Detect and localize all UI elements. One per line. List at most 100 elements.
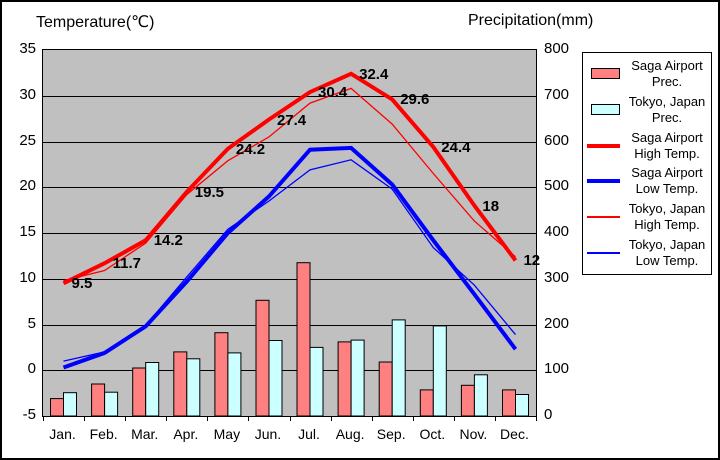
legend-item: Tokyo, Japan Prec. bbox=[583, 94, 711, 126]
precip-tick-label: 200 bbox=[544, 314, 570, 332]
point-label: 12 bbox=[523, 252, 541, 270]
precipitation-axis-title: Precipitation(mm) bbox=[468, 12, 594, 29]
temp-tick-label: -5 bbox=[22, 406, 36, 423]
month-label-apr: Apr. bbox=[173, 426, 199, 442]
point-label: 19.5 bbox=[194, 183, 224, 201]
saga-airport-prec-bar-dec bbox=[502, 389, 516, 417]
temp-tick-label: 0 bbox=[27, 360, 36, 378]
tokyo-japan-prec-bar-dec bbox=[515, 394, 529, 417]
tokyo-japan-prec-bar-jun bbox=[268, 340, 283, 417]
tokyo-japan-prec-bar-jan bbox=[63, 392, 77, 417]
tokyo-japan-prec-bar-mar bbox=[145, 362, 160, 417]
saga-airport-prec-bar-jun bbox=[255, 299, 270, 417]
legend-label: Tokyo, Japan Low Temp. bbox=[628, 237, 706, 269]
temp-tick-label: 35 bbox=[19, 40, 36, 57]
legend-label: Saga Airport Prec. bbox=[631, 57, 703, 89]
saga-airport-prec-bar-nov bbox=[460, 384, 475, 417]
saga-airport-prec-bar-jul bbox=[296, 262, 311, 417]
saga-airport-prec-bar-aug bbox=[337, 341, 352, 417]
legend-swatch bbox=[583, 179, 623, 184]
tokyo-japan-prec-bar-may bbox=[227, 352, 242, 417]
legend-label: Tokyo, Japan Prec. bbox=[628, 93, 706, 125]
month-label-jul: Jul. bbox=[298, 426, 320, 442]
point-label: 11.7 bbox=[112, 255, 141, 273]
temp-tick-label: 10 bbox=[19, 268, 36, 286]
temp-tick-label: 5 bbox=[27, 314, 36, 332]
temp-tick-label: 25 bbox=[19, 131, 36, 149]
point-label: 29.6 bbox=[400, 91, 430, 109]
point-label: 27.4 bbox=[276, 111, 307, 129]
legend-label: Tokyo, Japan High Temp. bbox=[628, 201, 706, 233]
line-swatch-icon bbox=[587, 252, 620, 255]
point-label: 18 bbox=[482, 197, 500, 215]
temp-tick-label: 15 bbox=[19, 223, 36, 240]
point-label: 14.2 bbox=[153, 232, 183, 250]
tokyo-japan-prec-bar-jul bbox=[309, 346, 324, 417]
temp-tick-label: 30 bbox=[19, 85, 36, 103]
point-label: 9.5 bbox=[71, 275, 93, 293]
tokyo-japan-prec-bar-apr bbox=[186, 358, 201, 417]
precip-tick-label: 300 bbox=[544, 268, 570, 286]
point-label: 32.4 bbox=[359, 65, 389, 83]
saga-airport-prec-bar-oct bbox=[419, 389, 434, 417]
line-swatch-icon bbox=[587, 216, 620, 219]
point-label: 24.4 bbox=[441, 138, 471, 156]
month-label-mar: Mar. bbox=[131, 426, 159, 442]
precip-tick-label: 0 bbox=[544, 406, 553, 423]
legend-swatch bbox=[583, 252, 623, 255]
legend-swatch bbox=[583, 104, 623, 116]
month-label-dec: Dec. bbox=[500, 426, 529, 442]
saga-airport-prec-bar-may bbox=[214, 332, 229, 417]
temperature-axis-title: Temperature(℃) bbox=[36, 14, 155, 31]
precip-tick-label: 700 bbox=[544, 85, 570, 103]
saga-airport-low-temp-line bbox=[62, 145, 518, 370]
legend-item: Tokyo, Japan High Temp. bbox=[583, 201, 711, 233]
legend-swatch bbox=[583, 143, 623, 148]
saga-airport-prec-bar-sep bbox=[378, 361, 393, 417]
tokyo-japan-prec-bar-sep bbox=[391, 319, 406, 417]
month-label-sep: Sep. bbox=[376, 426, 406, 442]
legend-item: Saga Airport High Temp. bbox=[583, 130, 711, 162]
legend-item: Saga Airport Low Temp. bbox=[583, 165, 711, 197]
saga-airport-prec-bar-jan bbox=[50, 398, 64, 417]
point-label: 30.4 bbox=[318, 84, 348, 102]
precip-tick-label: 100 bbox=[544, 360, 570, 378]
bar-swatch-icon bbox=[591, 68, 620, 80]
point-label: 24.2 bbox=[235, 140, 266, 158]
line-swatch-icon bbox=[587, 179, 620, 184]
month-label-aug: Aug. bbox=[335, 426, 365, 442]
line-swatch-icon bbox=[587, 143, 620, 148]
month-label-jun: Jun. bbox=[254, 426, 282, 442]
legend-swatch bbox=[583, 216, 623, 219]
legend-item: Saga Airport Prec. bbox=[583, 58, 711, 90]
month-label-feb: Feb. bbox=[89, 426, 118, 442]
precip-tick-label: 800 bbox=[544, 40, 570, 57]
saga-airport-prec-bar-feb bbox=[91, 383, 106, 417]
month-label-nov: Nov. bbox=[459, 426, 488, 442]
legend-label: Saga Airport High Temp. bbox=[631, 129, 703, 161]
month-label-oct: Oct. bbox=[419, 426, 446, 442]
month-label-may: May bbox=[213, 426, 241, 442]
bar-swatch-icon bbox=[591, 104, 620, 116]
tokyo-japan-prec-bar-oct bbox=[432, 325, 447, 417]
plot-area: 9.5 11.7 14.2 19.5 24.2 27.4 30.4 32.4 29.6 24.4 1… bbox=[42, 49, 541, 421]
tokyo-japan-prec-bar-aug bbox=[350, 339, 365, 417]
saga-airport-prec-bar-mar bbox=[132, 367, 147, 417]
legend-swatch bbox=[583, 68, 623, 80]
legend-item: Tokyo, Japan Low Temp. bbox=[583, 237, 711, 269]
tokyo-japan-high-temp-line bbox=[63, 87, 516, 282]
tokyo-japan-low-temp-line bbox=[63, 159, 516, 362]
plot-canvas bbox=[43, 71, 537, 421]
month-label-jan: Jan. bbox=[49, 426, 76, 442]
precip-tick-label: 400 bbox=[544, 223, 570, 240]
temp-tick-label: 20 bbox=[19, 177, 36, 195]
legend-label: Saga Airport Low Temp. bbox=[631, 165, 703, 197]
saga-airport-high-temp-line bbox=[62, 71, 518, 286]
precip-tick-label: 600 bbox=[544, 131, 570, 149]
saga-airport-prec-bar-apr bbox=[173, 351, 188, 417]
legend: Saga Airport Prec. Tokyo, Japan Prec. Saga A… bbox=[582, 52, 712, 275]
tokyo-japan-prec-bar-feb bbox=[104, 391, 119, 417]
precip-tick-label: 500 bbox=[544, 177, 570, 195]
tokyo-japan-prec-bar-nov bbox=[473, 374, 488, 417]
